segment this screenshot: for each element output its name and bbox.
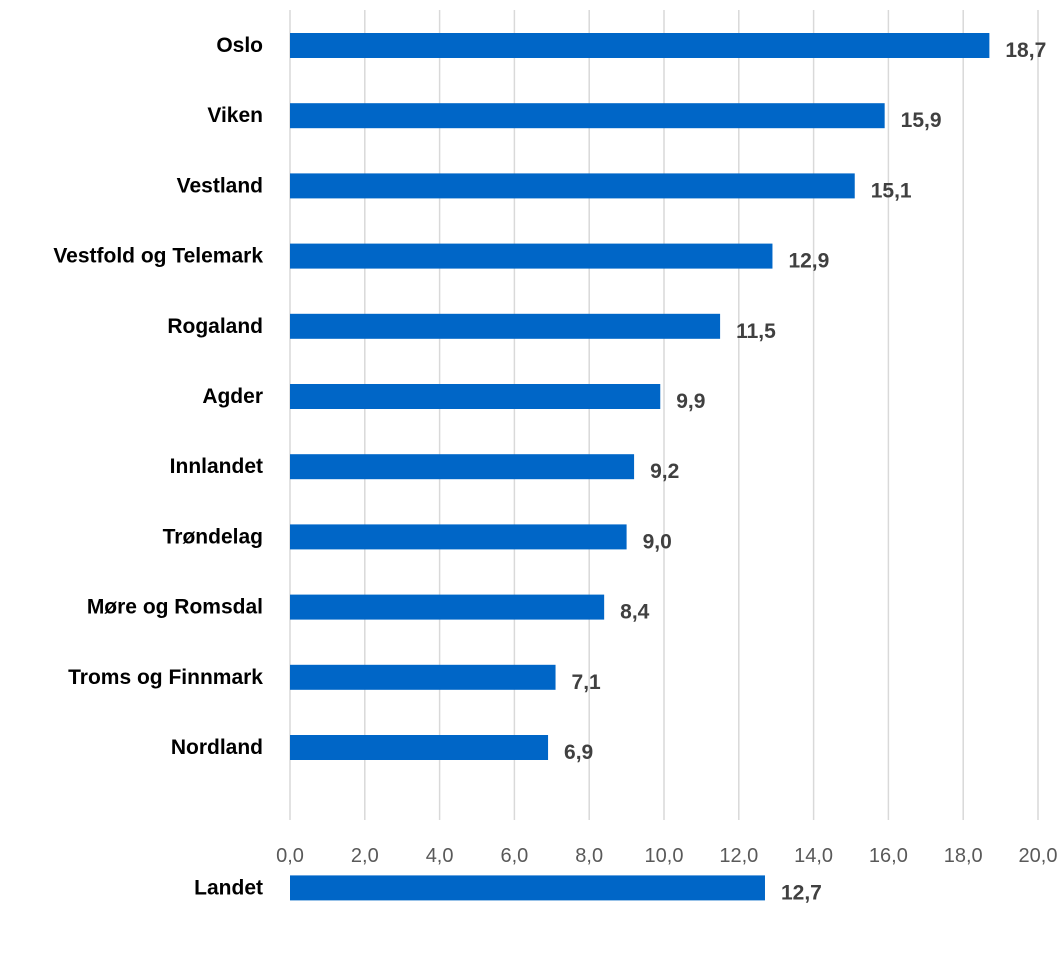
- bar: [290, 313, 721, 339]
- x-tick-label: 8,0: [575, 845, 603, 867]
- bar: [290, 875, 765, 901]
- category-label: Vestfold og Telemark: [53, 245, 263, 268]
- x-tick-label: 12,0: [719, 845, 758, 867]
- x-tick-label: 18,0: [944, 845, 983, 867]
- bar: [290, 103, 885, 129]
- data-label: 8,4: [620, 601, 650, 624]
- data-label: 15,9: [901, 109, 942, 132]
- category-label: Innlandet: [170, 455, 263, 478]
- category-label: Nordland: [171, 736, 263, 759]
- x-tick-label: 14,0: [794, 845, 833, 867]
- bar: [290, 664, 556, 690]
- x-tick-label: 4,0: [426, 845, 454, 867]
- bar: [290, 384, 661, 409]
- category-label: Agder: [202, 385, 263, 408]
- category-label: Oslo: [216, 34, 263, 57]
- data-label: 9,9: [676, 390, 705, 413]
- data-label: 6,9: [564, 741, 593, 764]
- bar: [290, 594, 605, 620]
- category-label: Troms og Finnmark: [68, 666, 263, 689]
- x-tick-label: 10,0: [645, 845, 684, 867]
- category-label: Vestland: [177, 174, 263, 197]
- data-label: 9,0: [643, 530, 672, 553]
- category-label: Landet: [194, 876, 263, 899]
- category-label: Trøndelag: [163, 525, 263, 548]
- bar: [290, 173, 855, 199]
- bar: [290, 524, 627, 550]
- x-tick-label: 2,0: [351, 845, 379, 867]
- bar: [290, 454, 635, 480]
- data-label: 7,1: [572, 671, 602, 694]
- data-label: 12,7: [781, 881, 822, 904]
- data-label: 11,5: [736, 320, 776, 343]
- data-label: 12,9: [788, 250, 829, 273]
- gridlines: [289, 10, 1039, 820]
- data-label: 18,7: [1005, 39, 1046, 62]
- data-label: 9,2: [650, 460, 679, 483]
- x-tick-label: 20,0: [1019, 845, 1058, 867]
- bar: [290, 243, 773, 269]
- bar: [290, 33, 990, 58]
- category-label: Viken: [207, 104, 263, 127]
- bars: [290, 33, 990, 901]
- value-labels: 18,7 15,9 15,1 12,9 11,5 9,9 9,2 9,0 8,4 7,1 6,9 12…: [564, 39, 1046, 904]
- bar: [290, 735, 549, 760]
- data-label: 15,1: [871, 179, 912, 202]
- x-axis-tick-labels: 0,0 2,0 4,0 6,0 8,0 10,0 12,0 14,0 16,0 18,0 20,0: [276, 845, 1057, 867]
- category-labels: Oslo Viken Vestland Vestfold og Telemark Rog…: [53, 34, 263, 899]
- x-tick-label: 16,0: [869, 845, 908, 867]
- x-tick-label: 0,0: [276, 845, 304, 867]
- category-label: Møre og Romsdal: [87, 596, 263, 619]
- category-label: Rogaland: [167, 315, 263, 338]
- x-tick-label: 6,0: [500, 845, 528, 867]
